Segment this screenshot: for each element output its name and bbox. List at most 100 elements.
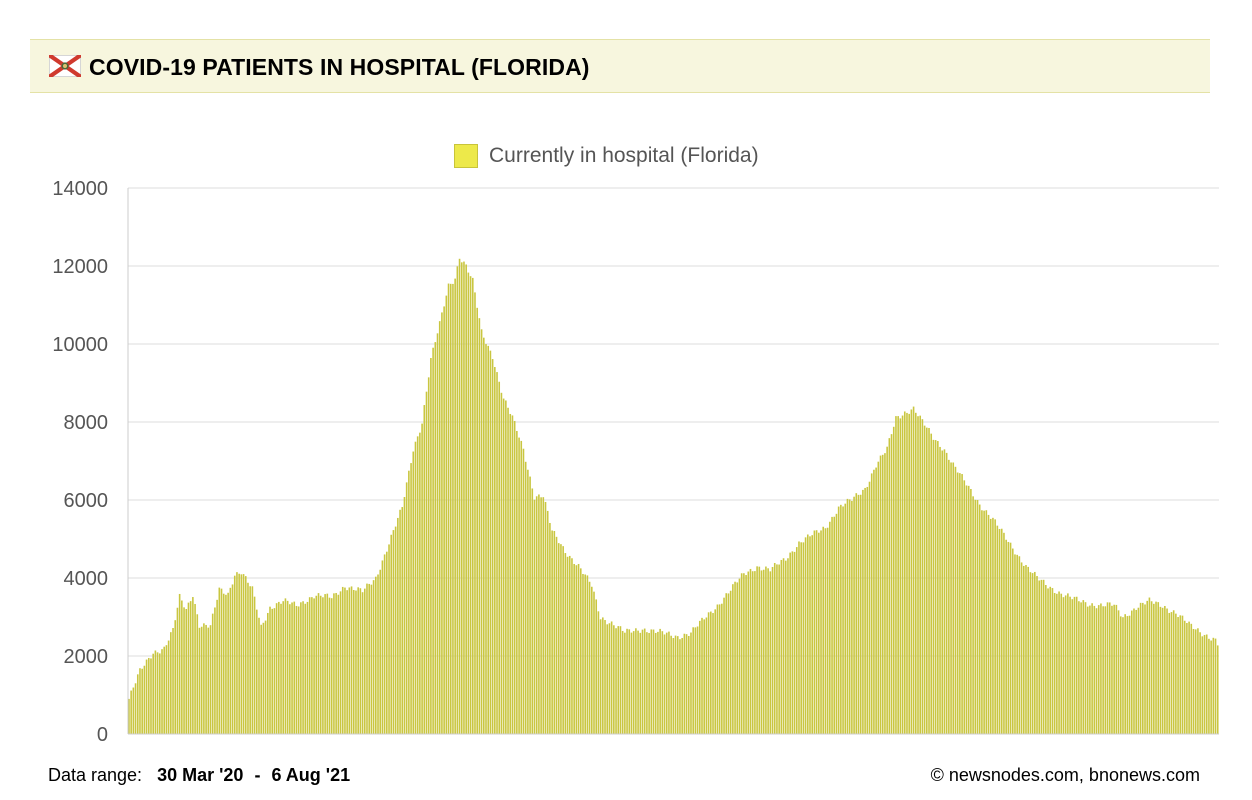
bar[interactable] <box>306 601 309 734</box>
bar[interactable] <box>405 482 408 734</box>
bar[interactable] <box>778 564 780 734</box>
bar[interactable] <box>1073 596 1076 734</box>
bar[interactable] <box>1100 603 1102 734</box>
bar[interactable] <box>705 617 708 734</box>
bar[interactable] <box>467 272 470 734</box>
bar[interactable] <box>1029 572 1032 734</box>
bar[interactable] <box>531 488 534 734</box>
bar[interactable] <box>359 588 362 734</box>
bar[interactable] <box>615 628 617 734</box>
bar[interactable] <box>661 631 664 734</box>
bar[interactable] <box>1045 585 1047 734</box>
bar[interactable] <box>1016 554 1018 734</box>
bar[interactable] <box>185 609 188 734</box>
bar[interactable] <box>650 629 653 734</box>
bar[interactable] <box>668 631 670 734</box>
bar[interactable] <box>987 514 990 734</box>
bar[interactable] <box>410 463 412 734</box>
bar[interactable] <box>1069 596 1071 734</box>
bar[interactable] <box>1117 610 1120 734</box>
bar[interactable] <box>707 612 710 734</box>
bar[interactable] <box>1135 609 1137 734</box>
bar[interactable] <box>527 469 529 734</box>
bar[interactable] <box>557 543 560 734</box>
bar[interactable] <box>335 592 337 734</box>
bar[interactable] <box>967 485 970 734</box>
bar[interactable] <box>690 632 692 734</box>
bar[interactable] <box>233 575 236 734</box>
bar[interactable] <box>626 628 628 734</box>
bar[interactable] <box>908 413 910 734</box>
bar[interactable] <box>1199 632 1201 734</box>
bar[interactable] <box>346 590 348 734</box>
bar[interactable] <box>311 597 313 734</box>
bar[interactable] <box>1011 548 1014 734</box>
bar[interactable] <box>1038 580 1041 734</box>
bar[interactable] <box>1197 628 1199 734</box>
bar[interactable] <box>176 607 179 734</box>
bar[interactable] <box>1130 610 1133 734</box>
bar[interactable] <box>363 588 366 734</box>
bar[interactable] <box>1056 593 1058 734</box>
bar[interactable] <box>397 517 399 734</box>
bar[interactable] <box>1175 613 1177 734</box>
bar[interactable] <box>1009 542 1012 734</box>
bar[interactable] <box>1186 623 1188 734</box>
bar[interactable] <box>317 593 320 734</box>
bar[interactable] <box>1119 616 1122 734</box>
bar[interactable] <box>143 665 146 734</box>
bar[interactable] <box>500 392 503 734</box>
bar[interactable] <box>154 650 157 734</box>
bar[interactable] <box>848 499 851 734</box>
bar[interactable] <box>989 518 992 734</box>
bar[interactable] <box>357 587 359 734</box>
bar[interactable] <box>390 534 393 734</box>
bar[interactable] <box>485 344 487 734</box>
bar[interactable] <box>1005 539 1007 734</box>
bar[interactable] <box>399 509 401 734</box>
bar[interactable] <box>319 595 322 734</box>
bar[interactable] <box>513 420 516 734</box>
bar[interactable] <box>1168 612 1171 734</box>
bar[interactable] <box>718 604 721 734</box>
bar[interactable] <box>194 603 196 734</box>
bar[interactable] <box>163 646 166 734</box>
bar[interactable] <box>1097 605 1100 734</box>
bar[interactable] <box>712 613 714 734</box>
bar[interactable] <box>456 266 459 734</box>
bar[interactable] <box>665 632 668 734</box>
bar[interactable] <box>1086 606 1089 734</box>
bar[interactable] <box>487 345 490 734</box>
bar[interactable] <box>491 359 494 734</box>
bar[interactable] <box>981 510 983 734</box>
bar[interactable] <box>555 536 558 734</box>
bar[interactable] <box>972 496 974 734</box>
bar[interactable] <box>337 594 340 734</box>
bar[interactable] <box>375 576 377 734</box>
bar[interactable] <box>516 431 518 734</box>
bar[interactable] <box>355 590 357 734</box>
bar[interactable] <box>998 528 1001 734</box>
bar[interactable] <box>961 474 963 734</box>
bar[interactable] <box>447 283 450 734</box>
bar[interactable] <box>1067 593 1069 734</box>
bar[interactable] <box>434 342 437 734</box>
bar[interactable] <box>379 569 382 734</box>
bar[interactable] <box>255 609 258 734</box>
bar[interactable] <box>344 587 346 734</box>
bar[interactable] <box>1177 617 1179 734</box>
bar[interactable] <box>211 613 214 734</box>
bar[interactable] <box>606 624 609 734</box>
bar[interactable] <box>546 510 549 734</box>
bar[interactable] <box>976 500 979 734</box>
bar[interactable] <box>128 698 130 734</box>
bar[interactable] <box>1058 591 1060 734</box>
bar[interactable] <box>591 586 593 734</box>
bar[interactable] <box>1051 588 1054 734</box>
bar[interactable] <box>1075 596 1078 734</box>
bar[interactable] <box>408 470 410 734</box>
bar[interactable] <box>159 653 161 734</box>
bar[interactable] <box>352 590 355 734</box>
bar[interactable] <box>1144 604 1146 734</box>
bar[interactable] <box>729 590 732 734</box>
